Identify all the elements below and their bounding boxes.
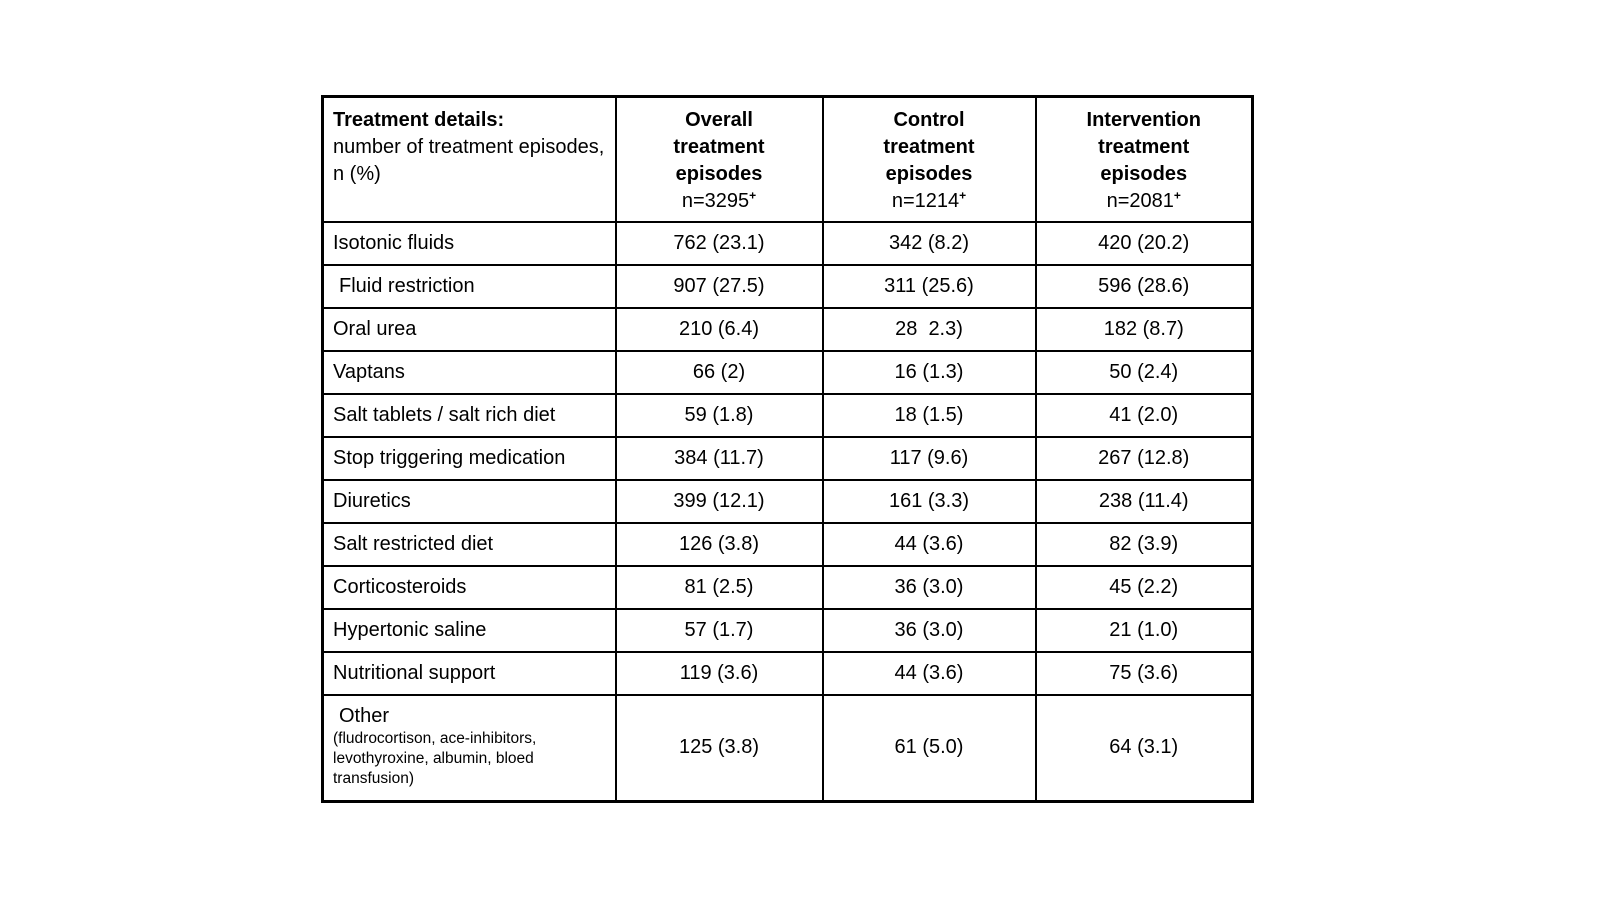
row-label: Stop triggering medication	[321, 435, 617, 481]
row-label: Corticosteroids	[321, 564, 617, 610]
row-label: Diuretics	[321, 478, 617, 524]
cell-control: 161 (3.3)	[821, 478, 1037, 524]
cell-overall: 384 (11.7)	[614, 435, 824, 481]
cell-overall: 762 (23.1)	[614, 220, 824, 266]
row-label: Salt tablets / salt rich diet	[321, 392, 617, 438]
table-title: Treatment details:	[333, 109, 505, 131]
cell-intervention: 41 (2.0)	[1034, 392, 1254, 438]
cell-control: 342 (8.2)	[821, 220, 1037, 266]
cell-intervention: 64 (3.1)	[1034, 693, 1254, 803]
col-header-intervention-line1: Intervention	[1086, 109, 1201, 131]
row-label: Oral urea	[321, 306, 617, 352]
table-header-row: Treatment details: number of treatment e…	[321, 95, 1254, 223]
footnote-marker: +	[1173, 188, 1181, 203]
cell-control: 311 (25.6)	[821, 263, 1037, 309]
cell-intervention: 182 (8.7)	[1034, 306, 1254, 352]
cell-overall: 57 (1.7)	[614, 607, 824, 653]
cell-intervention: 267 (12.8)	[1034, 435, 1254, 481]
cell-intervention: 50 (2.4)	[1034, 349, 1254, 395]
col-header-overall-line1: Overall	[685, 109, 753, 131]
row-label: Hypertonic saline	[321, 607, 617, 653]
cell-control: 18 (1.5)	[821, 392, 1037, 438]
cell-overall: 59 (1.8)	[614, 392, 824, 438]
cell-overall: 119 (3.6)	[614, 650, 824, 696]
row-label: Nutritional support	[321, 650, 617, 696]
cell-intervention: 238 (11.4)	[1034, 478, 1254, 524]
other-label: Other	[339, 704, 390, 727]
table-row: Isotonic fluids 762 (23.1) 342 (8.2) 420…	[321, 220, 1254, 266]
col-header-overall-n: n=3295+	[681, 188, 757, 212]
col-header-overall: Overall treatment episodes n=3295+	[614, 95, 824, 223]
table-row: Hypertonic saline 57 (1.7) 36 (3.0) 21 (…	[321, 607, 1254, 653]
col-header-control-line3: episodes	[885, 163, 973, 185]
col-header-intervention-line2: treatment	[1098, 136, 1190, 158]
table-row: Vaptans 66 (2) 16 (1.3) 50 (2.4)	[321, 349, 1254, 395]
table-subtitle: number of treatment episodes, n (%)	[333, 136, 605, 185]
cell-control: 44 (3.6)	[821, 650, 1037, 696]
col-header-control: Control treatment episodes n=1214+	[821, 95, 1037, 223]
col-header-intervention-n: n=2081+	[1106, 188, 1181, 212]
table-row: Fluid restriction 907 (27.5) 311 (25.6) …	[321, 263, 1254, 309]
table-row-other: Other (fludrocortison, ace-inhibitors, l…	[321, 693, 1254, 803]
cell-overall: 907 (27.5)	[614, 263, 824, 309]
cell-control: 117 (9.6)	[821, 435, 1037, 481]
cell-control: 16 (1.3)	[821, 349, 1037, 395]
row-label: Isotonic fluids	[321, 220, 617, 266]
cell-overall: 66 (2)	[614, 349, 824, 395]
footnote-marker: +	[749, 188, 757, 203]
cell-control: 44 (3.6)	[821, 521, 1037, 567]
cell-overall: 81 (2.5)	[614, 564, 824, 610]
footnote-marker: +	[959, 188, 967, 203]
row-label: Vaptans	[321, 349, 617, 395]
cell-intervention: 82 (3.9)	[1034, 521, 1254, 567]
cell-overall: 399 (12.1)	[614, 478, 824, 524]
table-row: Diuretics 399 (12.1) 161 (3.3) 238 (11.4…	[321, 478, 1254, 524]
cell-intervention: 420 (20.2)	[1034, 220, 1254, 266]
cell-overall: 125 (3.8)	[614, 693, 824, 803]
cell-overall: 210 (6.4)	[614, 306, 824, 352]
cell-intervention: 75 (3.6)	[1034, 650, 1254, 696]
table-row: Corticosteroids 81 (2.5) 36 (3.0) 45 (2.…	[321, 564, 1254, 610]
cell-intervention: 596 (28.6)	[1034, 263, 1254, 309]
cell-overall: 126 (3.8)	[614, 521, 824, 567]
col-header-overall-line2: treatment	[673, 136, 765, 158]
cell-control: 36 (3.0)	[821, 607, 1037, 653]
treatment-details-table: Treatment details: number of treatment e…	[321, 95, 1254, 803]
cell-control: 61 (5.0)	[821, 693, 1037, 803]
row-label: Salt restricted diet	[321, 521, 617, 567]
cell-control: 28 2.3)	[821, 306, 1037, 352]
cell-intervention: 45 (2.2)	[1034, 564, 1254, 610]
other-sublabel: (fludrocortison, ace-inhibitors, levothy…	[333, 729, 537, 787]
table-row: Stop triggering medication 384 (11.7) 11…	[321, 435, 1254, 481]
col-header-intervention: Intervention treatment episodes n=2081+	[1034, 95, 1254, 223]
row-label: Fluid restriction	[321, 263, 617, 309]
col-header-overall-line3: episodes	[675, 163, 763, 185]
col-header-intervention-line3: episodes	[1100, 163, 1188, 185]
col-header-control-line1: Control	[893, 109, 965, 131]
table-row: Oral urea 210 (6.4) 28 2.3) 182 (8.7)	[321, 306, 1254, 352]
cell-control: 36 (3.0)	[821, 564, 1037, 610]
table-row: Salt tablets / salt rich diet 59 (1.8) 1…	[321, 392, 1254, 438]
cell-intervention: 21 (1.0)	[1034, 607, 1254, 653]
corner-header-cell: Treatment details: number of treatment e…	[321, 95, 617, 223]
row-label-other: Other (fludrocortison, ace-inhibitors, l…	[321, 693, 617, 803]
col-header-control-line2: treatment	[883, 136, 975, 158]
table-row: Salt restricted diet 126 (3.8) 44 (3.6) …	[321, 521, 1254, 567]
table-row: Nutritional support 119 (3.6) 44 (3.6) 7…	[321, 650, 1254, 696]
col-header-control-n: n=1214+	[891, 188, 967, 212]
